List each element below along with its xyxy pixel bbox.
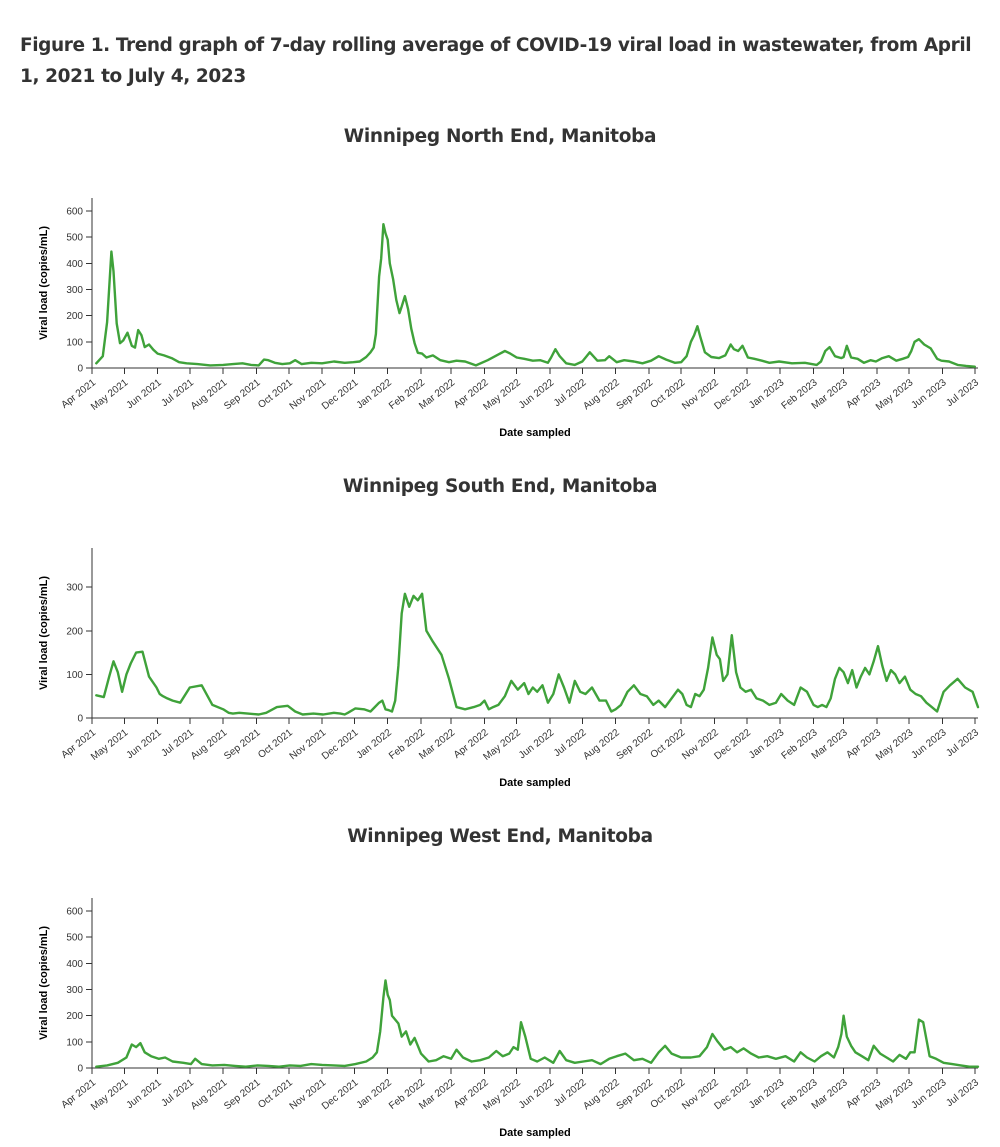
y-tick-label: 400 [66,959,83,970]
y-tick-label: 600 [66,907,83,918]
x-tick-label: Jul 2023 [944,727,981,759]
y-tick-label: 100 [66,1037,83,1048]
y-tick-label: 200 [66,1011,83,1022]
y-tick-label: 300 [66,583,83,594]
series-line [95,592,980,716]
y-axis-title: Viral load (copies/mL) [38,926,50,1040]
x-tick-label: Sep 2021 [222,1077,263,1112]
x-tick-label: Jul 2023 [944,377,981,409]
x-tick-label: Jun 2022 [517,727,557,761]
y-tick-label: 100 [66,670,83,681]
series-line [95,979,980,1068]
chart-title: Winnipeg West End, Manitoba [347,826,653,847]
x-tick-label: Sep 2022 [615,727,656,762]
chart-title: Winnipeg South End, Manitoba [342,476,658,497]
x-tick-label: Jun 2023 [909,377,949,411]
y-axis-ticks: 0 100 200 300 400 500 600 [66,907,92,1075]
x-axis-title: Date sampled [499,777,571,789]
y-tick-label: 500 [66,933,83,944]
y-tick-label: 0 [77,1064,83,1075]
y-tick-label: 200 [66,626,83,637]
y-tick-label: 400 [66,259,83,270]
y-axis-title: Viral load (copies/mL) [38,576,50,690]
x-tick-label: Dec 2022 [712,1077,753,1112]
x-tick-label: Dec 2022 [712,727,753,762]
y-axis-ticks: 0 100 200 300 400 500 600 [66,207,92,375]
chart-panel-west-end: Winnipeg West End, Manitoba 0 100 200 300 40… [0,818,1000,1147]
y-axis-title: Viral load (copies/mL) [38,226,50,340]
x-tick-label: Sep 2021 [222,727,263,762]
chart-panel-south-end: Winnipeg South End, Manitoba 0 100 200 300 … [0,468,1000,798]
x-tick-label: Jun 2021 [125,727,165,761]
chart-panel-north-end: Winnipeg North End, Manitoba 0 100 200 300 4… [0,118,1000,448]
x-tick-label: Sep 2022 [615,377,656,412]
x-axis-title: Date sampled [499,427,571,439]
x-tick-label: Dec 2021 [320,727,361,762]
y-tick-label: 0 [77,714,83,725]
x-axis-title: Date sampled [499,1127,571,1139]
x-tick-label: Jul 2023 [944,1077,981,1109]
x-tick-label: Jun 2022 [517,377,557,411]
x-tick-label: Jun 2021 [125,377,165,411]
series-line [95,223,976,368]
y-axis-ticks: 0 100 200 300 [66,583,92,725]
chart-title: Winnipeg North End, Manitoba [343,126,657,147]
x-tick-label: Jun 2022 [517,1077,557,1111]
x-tick-label: Dec 2021 [320,377,361,412]
x-tick-label: Jun 2023 [909,1077,949,1111]
y-tick-label: 0 [77,364,83,375]
x-tick-label: Sep 2022 [615,1077,656,1112]
y-tick-label: 600 [66,207,83,218]
y-tick-label: 500 [66,233,83,244]
x-tick-label: Dec 2022 [712,377,753,412]
x-tick-label: Jun 2021 [125,1077,165,1111]
y-tick-label: 100 [66,337,83,348]
x-tick-label: Jun 2023 [909,727,949,761]
x-tick-label: Sep 2021 [222,377,263,412]
x-tick-label: Dec 2021 [320,1077,361,1112]
figure-title: Figure 1. Trend graph of 7-day rolling a… [20,35,972,87]
y-tick-label: 300 [66,985,83,996]
y-tick-label: 300 [66,285,83,296]
y-tick-label: 200 [66,311,83,322]
